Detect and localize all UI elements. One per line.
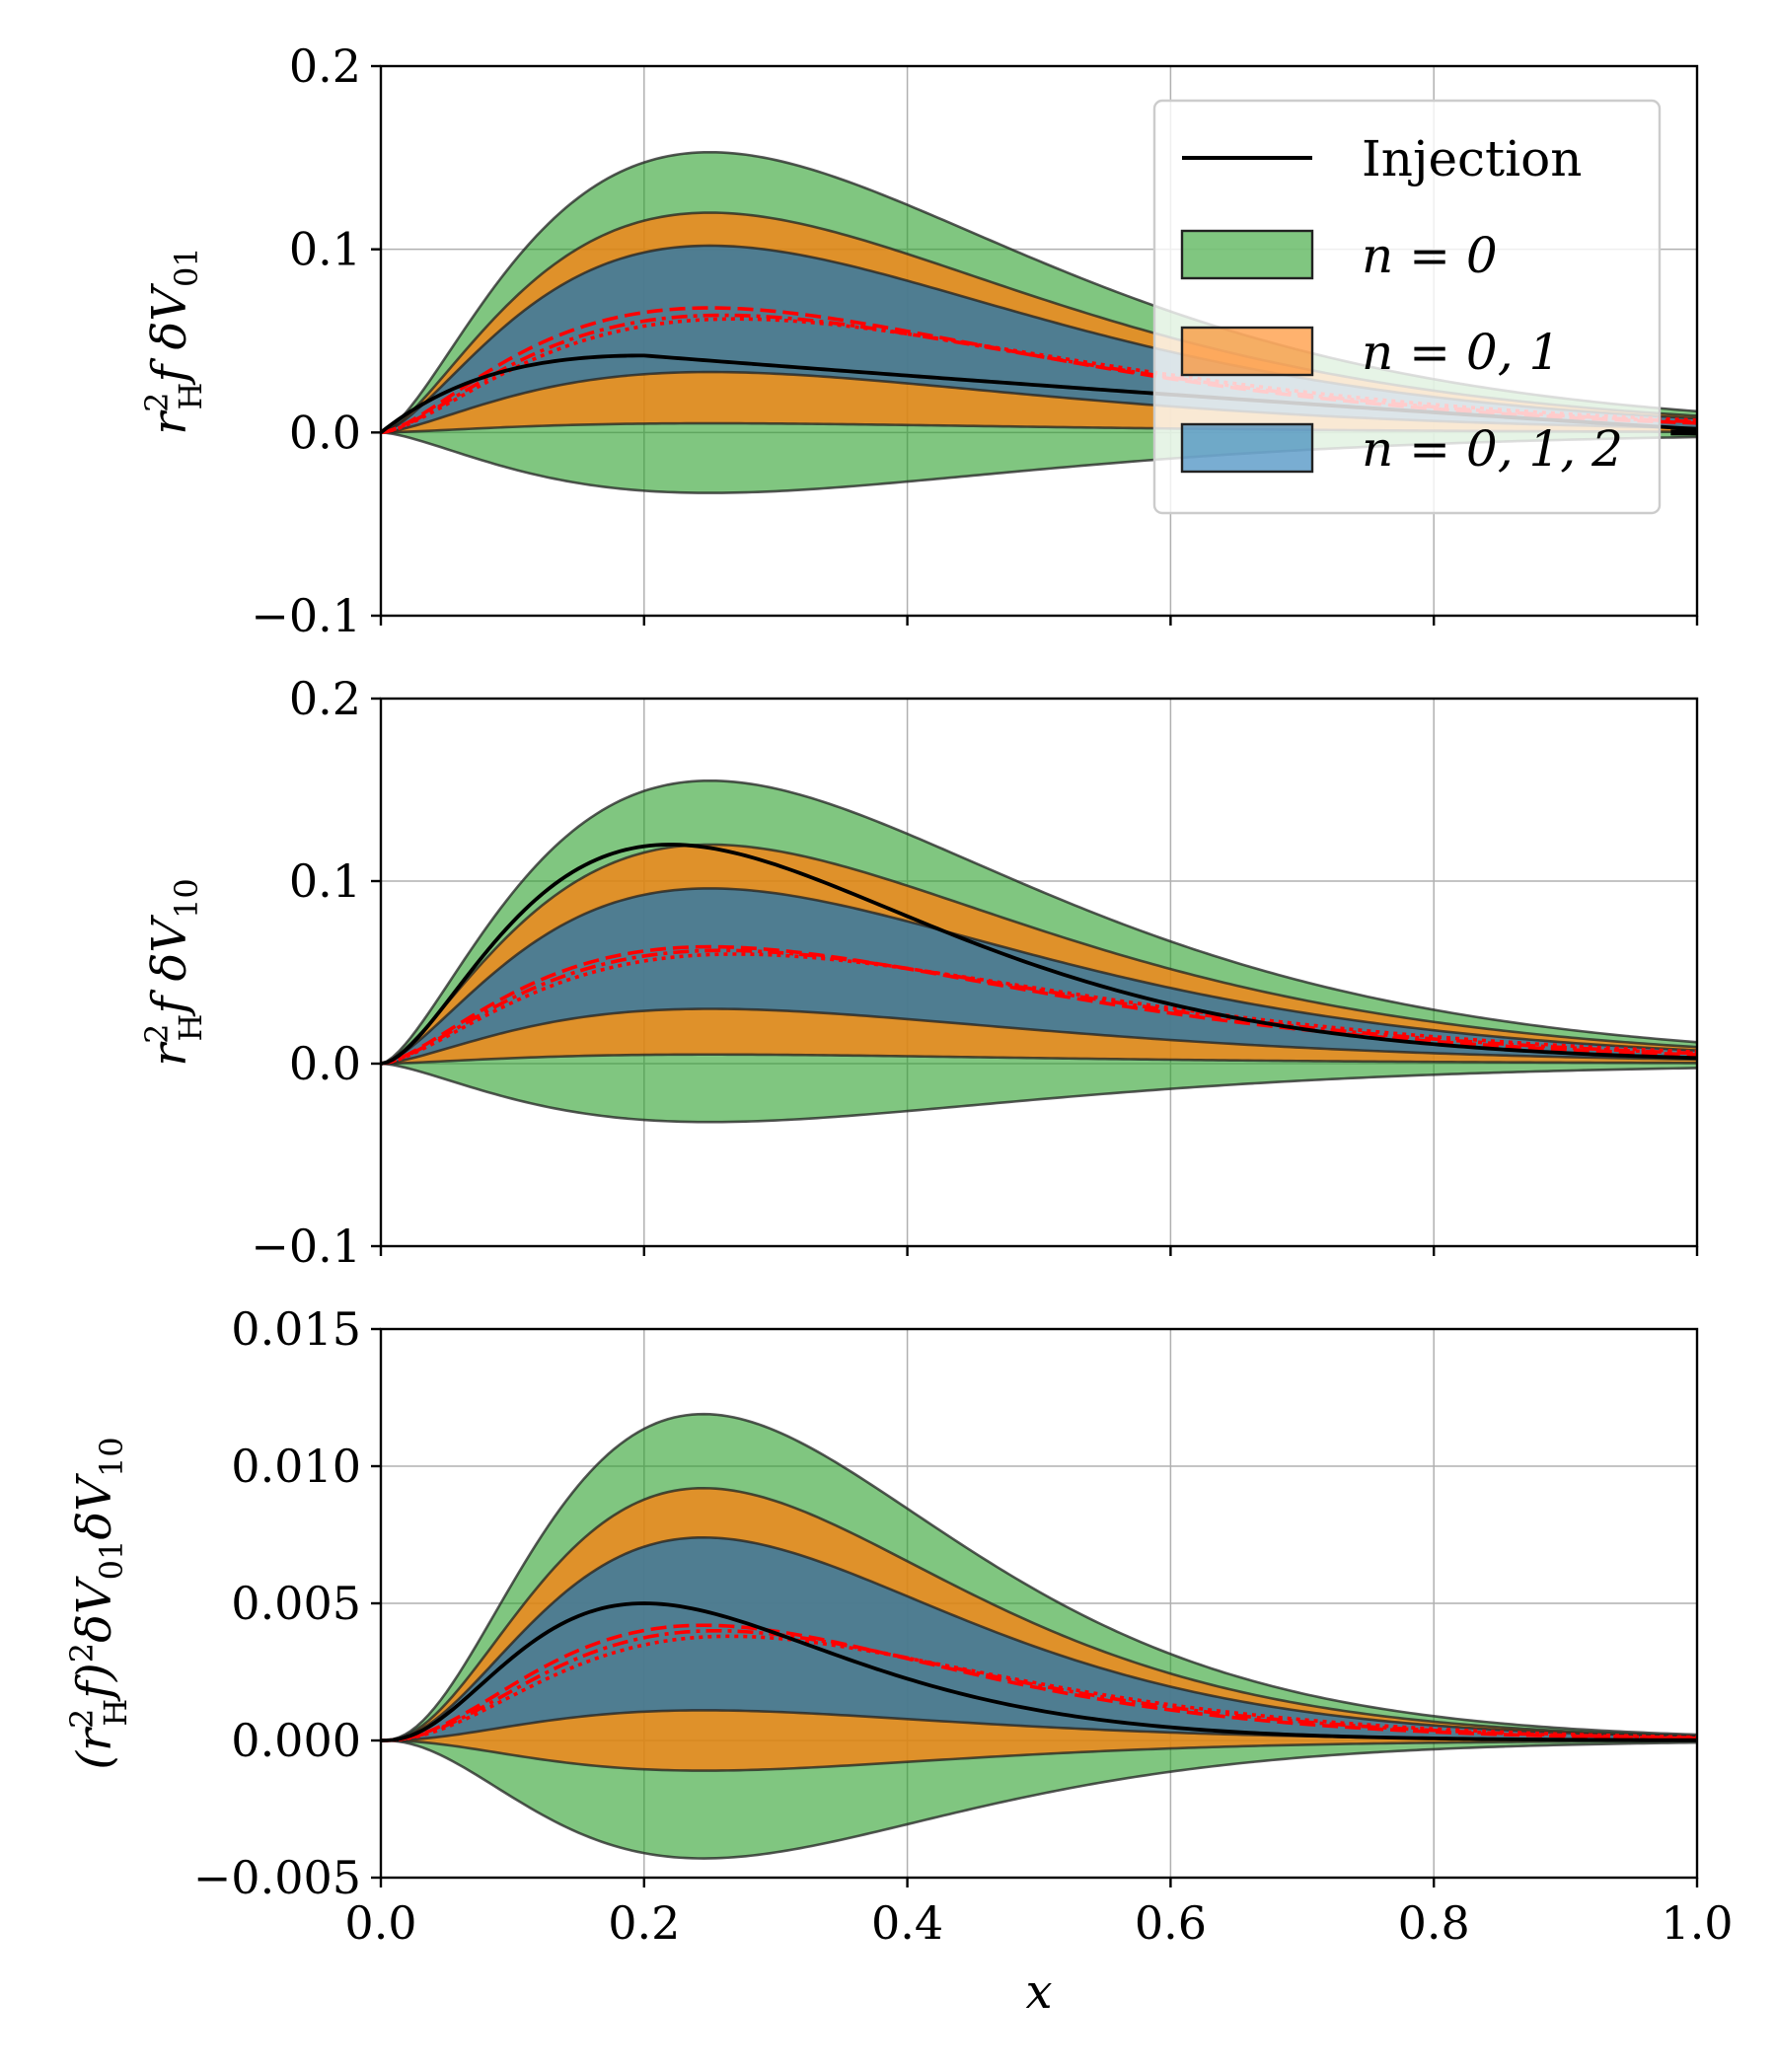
x-tick-label: 0.6 xyxy=(1135,1896,1207,1950)
y-tick-label: 0.000 xyxy=(231,1714,361,1767)
legend-swatch-1 xyxy=(1180,229,1314,280)
axes-frame xyxy=(379,64,1699,618)
y-tick-label: −0.005 xyxy=(193,1851,361,1904)
n012-band xyxy=(381,245,1697,433)
axes-frame xyxy=(379,697,1699,1248)
n012-upper-edge xyxy=(381,1535,1697,1742)
n0-upper-edge xyxy=(381,1412,1697,1742)
legend-frame xyxy=(1152,99,1662,515)
n01-lower-edge xyxy=(381,1739,1697,1772)
y-tick-label: 0.010 xyxy=(231,1440,361,1493)
panel-middle: −0.1 0.0 0.1 0.2 r2Hf δV10 xyxy=(138,672,1699,1273)
y-tick-label: 0.0 xyxy=(289,1037,361,1090)
n0-upper-edge xyxy=(381,778,1697,1066)
n012-band xyxy=(381,1537,1697,1740)
y-axis-label: r2Hf δV01 xyxy=(138,247,209,435)
panel-bottom: −0.005 0.000 0.005 0.010 0.015 0.0 0.2 0.4 0.6 0.… xyxy=(63,1302,1734,2020)
legend-swatch-2 xyxy=(1180,326,1314,377)
estimate-curve-2 xyxy=(381,1628,1697,1742)
x-axis-label: x xyxy=(1025,1964,1052,2020)
n012-upper-edge xyxy=(381,887,1697,1066)
y-axis-label: (r2Hf)2δV01δV10 xyxy=(63,1437,134,1769)
y-tick-label: 0.1 xyxy=(289,223,361,276)
x-tick-label: 0.0 xyxy=(344,1896,416,1950)
x-tick-label: 1.0 xyxy=(1661,1896,1733,1950)
injection-curve xyxy=(381,843,1697,1066)
n0-lower-edge xyxy=(381,1062,1697,1124)
legend-label: n = 0, 1, 2 xyxy=(1362,420,1623,478)
x-tick-label: 0.4 xyxy=(871,1896,943,1950)
y-axis-label: r2Hf δV10 xyxy=(138,878,209,1067)
n012-lower-edge xyxy=(381,1007,1697,1066)
legend: Injection n = 0 n = 0, 1 n = 0, 1, 2 xyxy=(1152,99,1662,515)
y-tick-label: −0.1 xyxy=(251,589,361,642)
n012-band xyxy=(381,888,1697,1064)
panel-top: −0.1 0.0 0.1 0.2 r2Hf δV01 Injection n = 0 n = … xyxy=(138,39,1699,642)
y-tick-label: 0.015 xyxy=(231,1302,361,1356)
estimate-curve-1 xyxy=(381,1623,1697,1742)
y-tick-label: 0.005 xyxy=(231,1577,361,1630)
injection-curve xyxy=(381,1601,1697,1742)
estimate-curve-1 xyxy=(381,944,1697,1066)
n0-lower-edge xyxy=(381,1739,1697,1860)
y-tick-label: 0.0 xyxy=(289,406,361,459)
legend-label: n = 0, 1 xyxy=(1362,324,1560,381)
legend-swatch-3 xyxy=(1180,422,1314,474)
x-tick-label: 0.2 xyxy=(608,1896,680,1950)
y-tick-label: 0.2 xyxy=(289,39,361,93)
legend-label: Injection xyxy=(1362,130,1582,187)
n01-lower-edge xyxy=(381,1053,1697,1066)
estimate-curve-3 xyxy=(381,317,1697,435)
legend-label: n = 0 xyxy=(1362,227,1498,284)
x-tick-label: 0.8 xyxy=(1398,1896,1470,1950)
y-tick-label: −0.1 xyxy=(251,1220,361,1273)
n01-upper-edge xyxy=(381,843,1697,1066)
y-tick-label: 0.1 xyxy=(289,854,361,908)
n01-upper-edge xyxy=(381,1486,1697,1742)
y-tick-label: 0.2 xyxy=(289,672,361,725)
